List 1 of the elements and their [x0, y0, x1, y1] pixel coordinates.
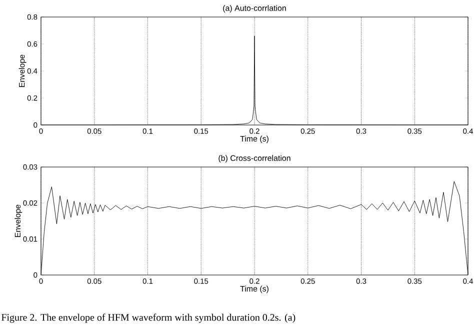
caption: Figure 2. The envelope of HFM waveform with symbol duration 0.2s. (a): [1, 314, 296, 323]
